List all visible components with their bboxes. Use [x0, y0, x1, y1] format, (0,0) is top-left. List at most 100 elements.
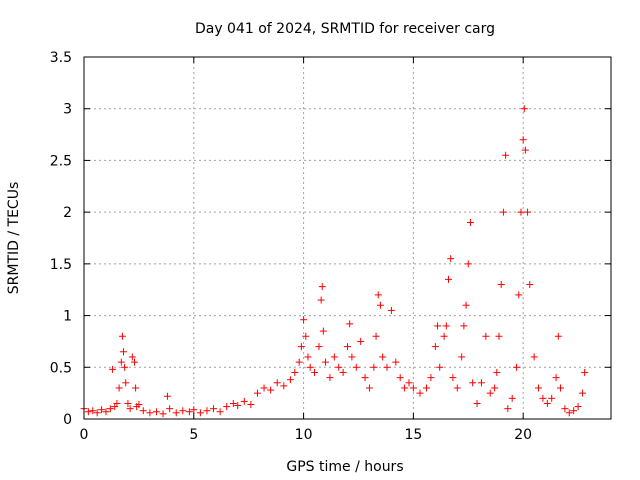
data-point: [365, 384, 373, 392]
data-point: [431, 343, 439, 351]
data-point: [374, 291, 382, 299]
data-point: [234, 402, 242, 410]
grid: [84, 57, 611, 419]
data-point: [93, 409, 101, 417]
data-point: [526, 281, 534, 289]
data-point: [423, 384, 431, 392]
data-point: [574, 403, 582, 411]
data-point: [247, 401, 255, 409]
data-point: [372, 332, 380, 340]
data-point: [128, 353, 136, 361]
data-point: [491, 384, 499, 392]
data-point: [578, 389, 586, 397]
data-point: [190, 406, 198, 414]
data-point: [460, 322, 468, 330]
data-point: [565, 409, 573, 417]
data-point: [317, 296, 325, 304]
chart-title: Day 041 of 2024, SRMTID for receiver car…: [195, 21, 495, 37]
data-point: [379, 353, 387, 361]
x-tick-label: 20: [514, 427, 532, 443]
data-point: [486, 389, 494, 397]
data-point: [300, 316, 308, 324]
data-point: [152, 408, 160, 416]
data-point: [554, 332, 562, 340]
data-point: [436, 363, 444, 371]
data-point: [172, 409, 180, 417]
data-point: [482, 332, 490, 340]
data-point: [495, 332, 503, 340]
data-point: [515, 291, 523, 299]
data-point: [502, 151, 510, 159]
data-point: [339, 368, 347, 376]
plot-frame: [83, 56, 612, 420]
data-point: [552, 374, 560, 382]
data-point: [335, 363, 343, 371]
data-point: [216, 408, 224, 416]
data-point: [196, 409, 204, 417]
data-point: [581, 368, 589, 376]
data-point: [260, 384, 268, 392]
data-point: [561, 405, 569, 413]
data-point: [132, 384, 140, 392]
data-point: [434, 322, 442, 330]
data-point: [556, 384, 564, 392]
y-tick-label: 1: [63, 309, 72, 325]
data-point: [297, 343, 305, 351]
data-point: [326, 374, 334, 382]
data-point: [548, 394, 556, 402]
data-point: [253, 389, 261, 397]
data-point: [344, 343, 351, 351]
data-point: [376, 301, 384, 309]
data-point: [163, 392, 171, 400]
data-point: [493, 368, 501, 376]
data-point: [469, 379, 477, 387]
data-point: [98, 406, 106, 414]
x-tick-label: 5: [189, 427, 198, 443]
data-point: [449, 374, 457, 382]
data-point: [521, 146, 529, 154]
data-point: [109, 365, 117, 373]
y-tick-label: 0.5: [50, 360, 72, 376]
data-point: [311, 368, 319, 376]
data-point: [318, 283, 326, 291]
data-point: [89, 407, 97, 415]
data-point: [416, 389, 424, 397]
data-point: [497, 281, 505, 289]
data-point: [273, 379, 281, 387]
y-tick-label: 3.5: [50, 50, 72, 66]
x-axis-label: GPS time / hours: [286, 459, 403, 475]
data-point: [524, 208, 532, 216]
data-point: [124, 399, 132, 407]
data-point: [401, 384, 409, 392]
data-point: [113, 399, 121, 407]
data-point: [121, 363, 129, 371]
data-point: [118, 332, 126, 340]
data-point: [115, 384, 123, 392]
data-point: [330, 353, 338, 361]
data-point: [473, 399, 481, 407]
data-point: [405, 379, 413, 387]
data-point: [458, 353, 466, 361]
data-point: [302, 332, 310, 340]
data-point: [319, 327, 327, 335]
data-point: [383, 363, 391, 371]
data-point: [203, 407, 211, 415]
data-point: [131, 358, 139, 366]
data-point: [315, 343, 323, 351]
data-point: [466, 218, 474, 226]
data-point: [139, 407, 147, 415]
data-point: [348, 353, 356, 361]
data-point: [409, 384, 417, 392]
data-point: [346, 320, 354, 328]
data-point: [392, 358, 400, 366]
y-tick-label: 0: [63, 412, 72, 428]
y-tick-label: 3: [63, 102, 72, 118]
x-tick-label: 15: [404, 427, 422, 443]
data-point: [146, 409, 154, 417]
data-point: [370, 363, 378, 371]
data-point: [120, 348, 128, 356]
data-point: [166, 405, 174, 413]
data-point: [535, 384, 543, 392]
data-point: [499, 208, 507, 216]
